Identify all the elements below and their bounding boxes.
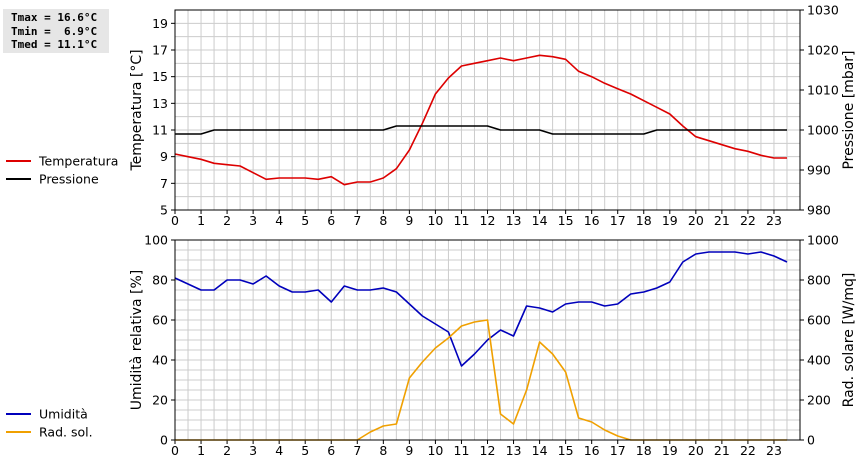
x-tick-label: 19 — [662, 213, 678, 228]
series-line-rad-sol- — [175, 319, 787, 441]
x-tick-label: 23 — [766, 213, 782, 228]
legend-label: Rad. sol. — [39, 425, 93, 440]
x-tick-label: 18 — [636, 443, 652, 458]
x-tick-label: 8 — [379, 443, 387, 458]
y-right-tick-label: 1030 — [807, 3, 839, 18]
x-tick-label: 8 — [379, 213, 387, 228]
x-tick-label: 12 — [480, 443, 496, 458]
x-tick-label: 13 — [506, 213, 522, 228]
x-tick-label: 14 — [532, 443, 548, 458]
y-right-tick-label: 400 — [807, 353, 831, 368]
x-tick-label: 20 — [688, 213, 704, 228]
y-right-tick-label: 200 — [807, 393, 831, 408]
x-tick-label: 10 — [427, 213, 443, 228]
chart-panel-humidity-solar: 0 1 2 3 4 5 6 7 8 9 10 11 12 13 14 15 16 17 18 19 20 21 22 2302… — [6, 233, 857, 458]
x-tick-label: 22 — [740, 213, 756, 228]
legend-label: Temperatura — [38, 154, 118, 169]
y-left-tick-label: 9 — [160, 149, 168, 164]
chart-panel-temp-pressure: 0 1 2 3 4 5 6 7 8 9 10 11 12 13 14 15 16 17 18 19 20 21 22 2357… — [6, 3, 857, 228]
x-tick-label: 21 — [714, 213, 730, 228]
stat-tmax: Tmax = 16.6°C — [11, 11, 98, 24]
x-tick-label: 7 — [353, 213, 361, 228]
series-line-umidit- — [174, 251, 788, 367]
y-right-tick-label: 0 — [807, 433, 815, 448]
y-right-tick-label: 1000 — [807, 123, 839, 138]
y-right-tick-label: 1020 — [807, 43, 839, 58]
x-tick-label: 11 — [454, 213, 470, 228]
legend-label: Umidità — [39, 407, 88, 422]
y-left-axis-label: Umidità relativa [%] — [129, 270, 145, 411]
y-left-tick-label: 80 — [152, 273, 168, 288]
x-tick-label: 10 — [427, 443, 443, 458]
y-left-tick-label: 60 — [152, 313, 168, 328]
x-tick-label: 17 — [610, 213, 626, 228]
stat-tmin: Tmin = 6.9°C — [11, 24, 98, 38]
y-right-tick-label: 600 — [807, 313, 831, 328]
x-tick-label: 6 — [327, 213, 335, 228]
plot-frame — [174, 9, 801, 211]
y-right-tick-label: 800 — [807, 273, 831, 288]
y-left-tick-label: 40 — [152, 353, 168, 368]
x-tick-label: 4 — [275, 443, 283, 458]
x-tick-label: 17 — [610, 443, 626, 458]
x-tick-label: 0 — [171, 443, 179, 458]
x-tick-label: 11 — [454, 443, 470, 458]
y-right-axis-label: Pressione [mbar] — [841, 50, 857, 169]
y-right-tick-label: 990 — [807, 163, 831, 178]
y-left-tick-label: 19 — [152, 16, 168, 31]
y-left-tick-label: 11 — [152, 123, 168, 138]
plot-frame — [174, 239, 801, 441]
series-line-temperatura — [174, 54, 787, 186]
x-tick-label: 21 — [714, 443, 730, 458]
x-tick-label: 15 — [558, 213, 574, 228]
y-left-tick-label: 15 — [152, 69, 168, 84]
x-tick-label: 5 — [301, 213, 309, 228]
legend-label: Pressione — [39, 172, 99, 187]
x-tick-label: 3 — [249, 213, 257, 228]
x-tick-label: 9 — [405, 443, 413, 458]
x-tick-label: 22 — [740, 443, 756, 458]
y-left-axis-label: Temperatura [°C] — [129, 49, 145, 171]
y-left-tick-label: 0 — [160, 433, 168, 448]
x-tick-label: 4 — [275, 213, 283, 228]
y-left-tick-label: 7 — [160, 176, 168, 191]
stat-tmed: Tmed = 11.1°C — [11, 38, 98, 51]
x-tick-label: 6 — [327, 443, 335, 458]
x-tick-label: 16 — [584, 443, 600, 458]
x-tick-label: 2 — [223, 443, 231, 458]
y-right-tick-label: 980 — [807, 203, 831, 218]
x-tick-label: 18 — [636, 213, 652, 228]
x-tick-label: 12 — [480, 213, 496, 228]
x-tick-label: 13 — [506, 443, 522, 458]
x-tick-label: 19 — [662, 443, 678, 458]
x-tick-label: 16 — [584, 213, 600, 228]
x-tick-label: 15 — [558, 443, 574, 458]
x-tick-label: 3 — [249, 443, 257, 458]
x-tick-label: 9 — [405, 213, 413, 228]
x-tick-label: 2 — [223, 213, 231, 228]
x-tick-label: 14 — [532, 213, 548, 228]
y-right-axis-label: Rad. solare [W/mq] — [841, 273, 857, 408]
x-tick-label: 20 — [688, 443, 704, 458]
x-tick-label: 5 — [301, 443, 309, 458]
y-left-tick-label: 20 — [152, 393, 168, 408]
x-tick-label: 1 — [197, 443, 205, 458]
series-line-pressione — [175, 125, 787, 135]
x-tick-label: 1 — [197, 213, 205, 228]
stats-box: Tmax = 16.6°C Tmin = 6.9°C Tmed = 11.1°C — [3, 9, 109, 53]
x-tick-label: 7 — [353, 443, 361, 458]
y-left-tick-label: 5 — [160, 203, 168, 218]
x-tick-label: 23 — [766, 443, 782, 458]
y-right-tick-label: 1000 — [807, 233, 839, 248]
y-left-tick-label: 100 — [144, 233, 168, 248]
y-left-tick-label: 13 — [152, 96, 168, 111]
y-left-tick-label: 17 — [152, 43, 168, 58]
y-right-tick-label: 1010 — [807, 83, 839, 98]
x-tick-label: 0 — [171, 213, 179, 228]
